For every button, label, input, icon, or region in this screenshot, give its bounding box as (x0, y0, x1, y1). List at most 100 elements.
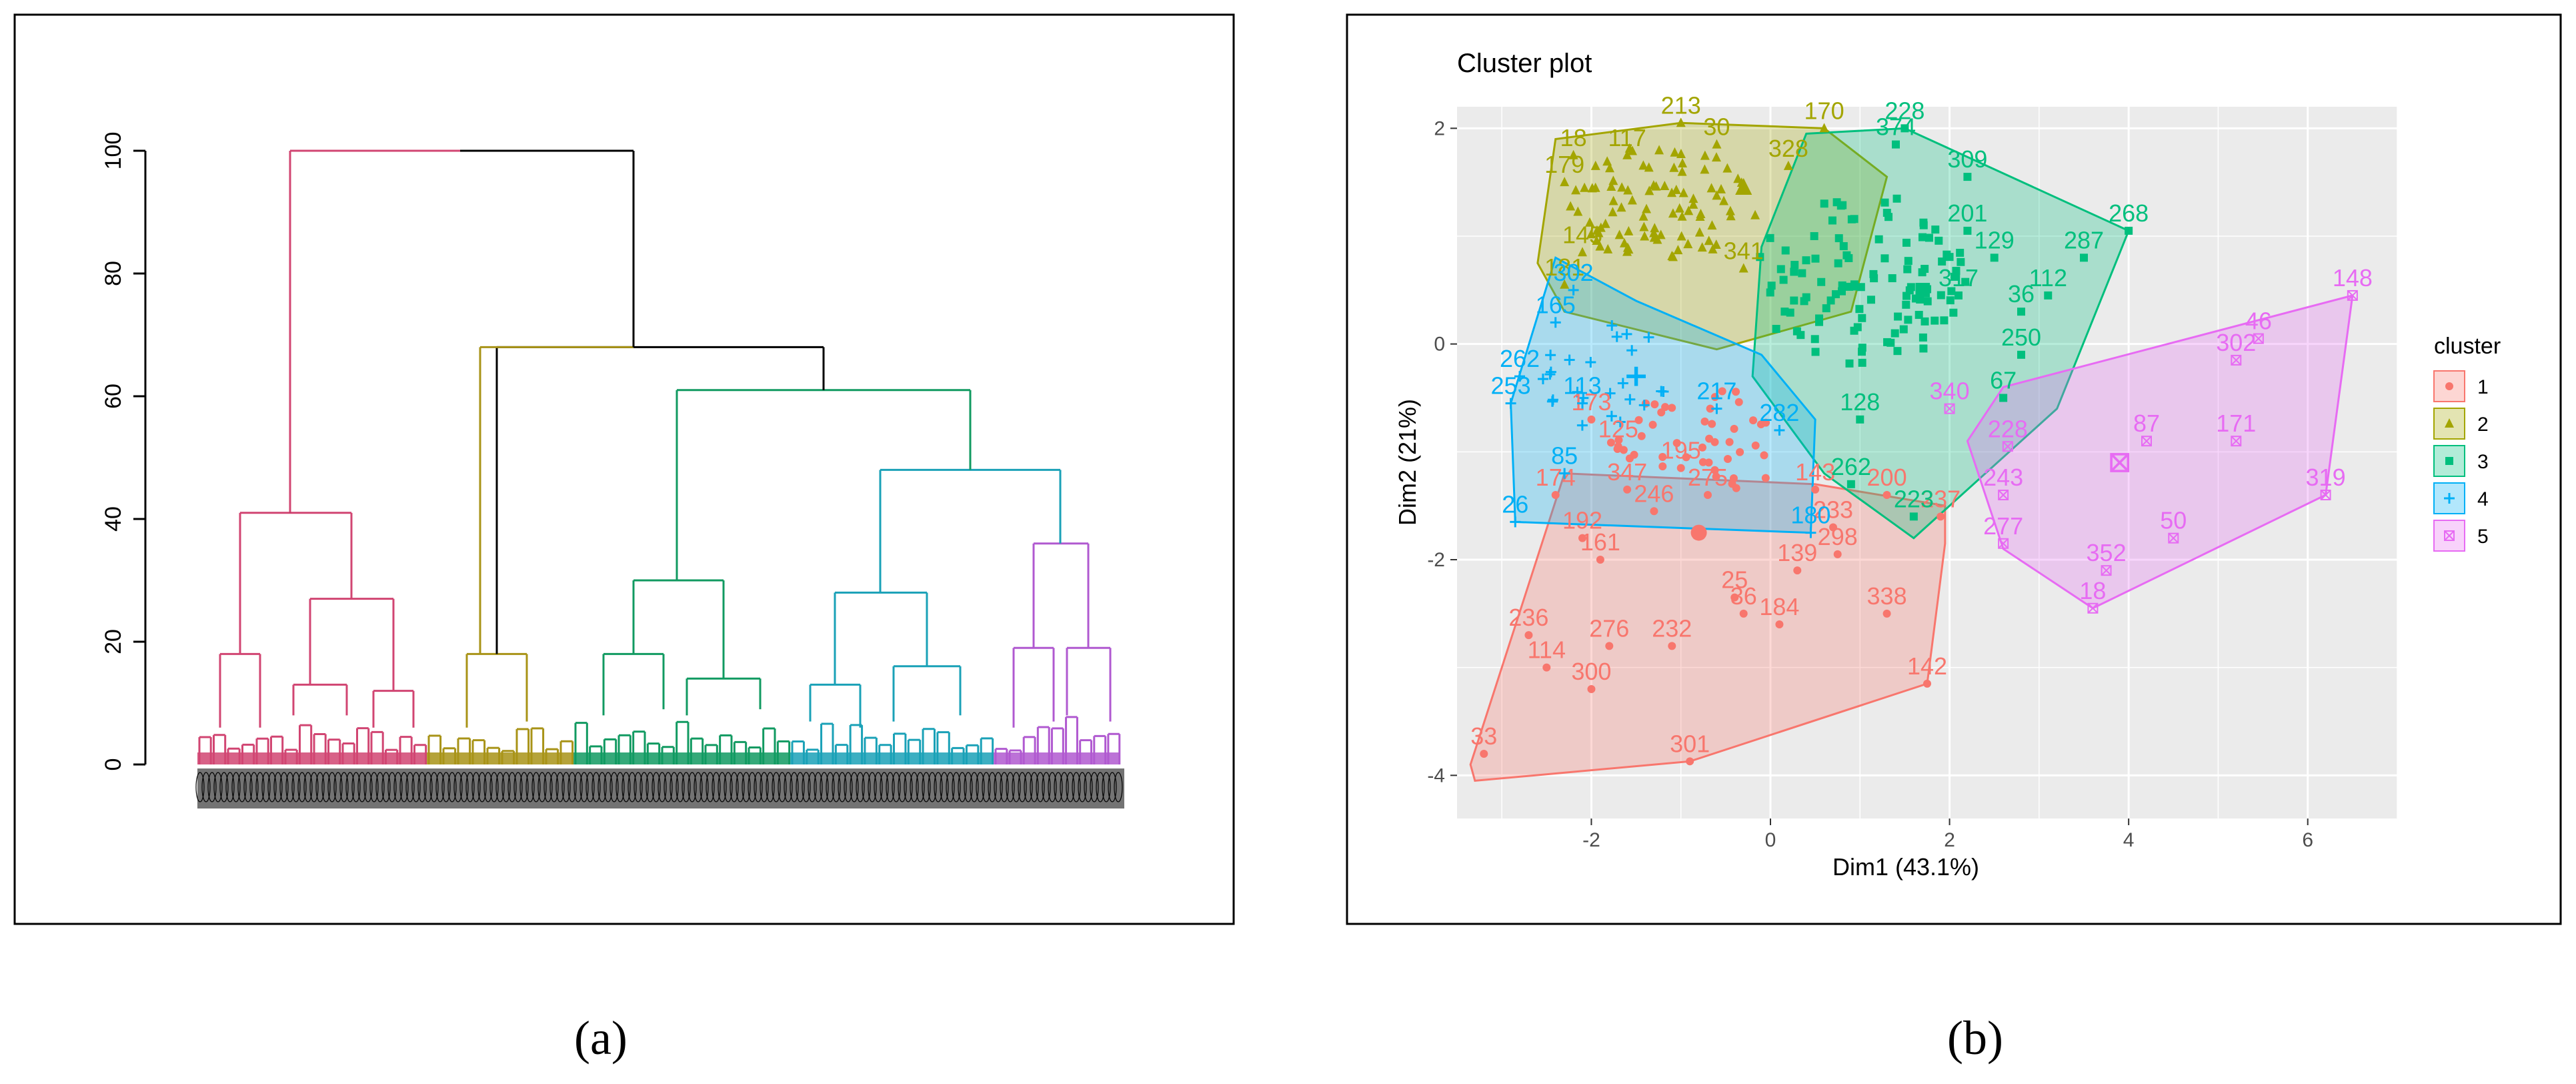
leaf-label (381, 772, 391, 802)
leaf-label (219, 772, 229, 802)
cluster-3-point (1892, 140, 1900, 149)
cluster-4-point (1658, 386, 1669, 398)
leaf-label (345, 772, 355, 802)
cluster-3-point (1834, 234, 1843, 243)
cluster-2-point (1627, 195, 1637, 205)
cluster-3-point (1918, 333, 1927, 342)
leaf-label (369, 772, 379, 802)
leaf-label (802, 772, 811, 802)
cluster-4-point (1606, 320, 1618, 332)
leaf-label (561, 772, 571, 802)
cluster-1-point (1596, 556, 1604, 564)
leaf-label (856, 772, 865, 802)
cluster-3-point (1766, 288, 1774, 297)
cluster-2-point (1716, 183, 1726, 193)
cluster-3-point (1888, 274, 1896, 283)
leaf-label (766, 772, 775, 802)
leaf-label (195, 772, 205, 802)
point-label: 129 (1975, 226, 2015, 253)
cluster-4-point (1572, 386, 1583, 398)
leaf-label (1042, 772, 1051, 802)
leaf-label (393, 772, 403, 802)
cluster-1-point (1587, 415, 1596, 424)
leaf-label (441, 772, 451, 802)
leaf-label (814, 772, 823, 802)
point-label: 18 (1560, 124, 1587, 151)
cluster-3-point (1874, 235, 1883, 243)
x-tick-label: 0 (1765, 829, 1776, 851)
cluster-2-point (1697, 242, 1707, 252)
cluster-3-point (1828, 216, 1836, 225)
point-label: 277 (1983, 512, 2023, 540)
point-label: 250 (2001, 324, 2041, 351)
point-label: 223 (1894, 485, 1934, 512)
legend-label-1: 1 (2477, 376, 2489, 398)
leaf-label (1078, 772, 1087, 802)
cluster-2-point (1683, 239, 1693, 249)
leaf-label (375, 772, 385, 802)
cluster-3-point (1902, 238, 1910, 247)
cluster-3-point (1946, 296, 1955, 305)
cluster-1-point (1578, 534, 1586, 542)
leaf-label (982, 772, 991, 802)
cluster-5-point (2347, 290, 2358, 301)
cluster-5-point (2231, 436, 2242, 447)
point-label: 33 (1470, 722, 1497, 750)
cluster-3-point (1918, 233, 1926, 241)
leaf-label (970, 772, 979, 802)
cluster-2-point (1608, 195, 1618, 205)
x-axis-label: Dim1 (43.1%) (1832, 853, 1979, 881)
cluster-1-point (1730, 424, 1738, 433)
cluster-4-point (1614, 416, 1626, 428)
cluster-3-point (1892, 194, 1901, 203)
cluster-2-point (1674, 203, 1684, 213)
cluster-1-point (1614, 436, 1623, 444)
cluster-4-point (1564, 354, 1575, 366)
leaf-label (1030, 772, 1039, 802)
panel-a: 0 20 40 60 80 100 (13, 13, 1235, 925)
leaf-label (940, 772, 949, 802)
leaf-label (688, 772, 697, 802)
leaf-label (718, 772, 727, 802)
cluster-2-point (1726, 211, 1736, 221)
cluster-1-centroid (1690, 524, 1707, 541)
cluster-1-point (1542, 663, 1551, 672)
leaf-label (706, 772, 715, 802)
leaf-label (495, 772, 505, 802)
cluster-3-point (1810, 335, 1819, 344)
leaf-label (573, 772, 583, 802)
cluster-3-point (1869, 269, 1878, 278)
leaf-color-strip (573, 752, 790, 764)
cluster-2-point (1676, 231, 1686, 241)
cluster-3-point (1850, 215, 1858, 223)
leaf-color-strip (427, 752, 573, 764)
cluster-2-point (2445, 418, 2454, 428)
point-label: 143 (1795, 458, 1835, 486)
cluster-3-point (1844, 253, 1853, 262)
cluster-3-point (1776, 265, 1785, 274)
leaf-label (543, 772, 553, 802)
leaf-label (700, 772, 709, 802)
cluster-5-point (2087, 602, 2099, 614)
cluster-3-point (1902, 300, 1910, 309)
leaf-label (597, 772, 607, 802)
cluster-2-point (1585, 217, 1595, 227)
leaf-label (796, 772, 805, 802)
cluster-1-point (1700, 417, 1709, 426)
point-label: 246 (1634, 480, 1674, 507)
leaf-label (964, 772, 973, 802)
cluster-1-point (1672, 439, 1681, 448)
plot-title: Cluster plot (1457, 49, 1592, 78)
cluster-2-point (1596, 222, 1606, 232)
cluster-3-point (2445, 457, 2453, 465)
cluster-2-point (1750, 209, 1760, 219)
cluster-3-point (2017, 308, 2025, 316)
point-label: 237 (1920, 485, 1961, 512)
cluster-3-point (1792, 327, 1801, 336)
cluster-2-point (1619, 237, 1629, 247)
y-tick-label: -2 (1427, 549, 1445, 571)
point-label: 171 (2216, 410, 2256, 437)
cluster-3-point (1766, 233, 1774, 242)
cluster-3-point (1855, 305, 1864, 314)
cluster-1-point (1682, 453, 1690, 462)
